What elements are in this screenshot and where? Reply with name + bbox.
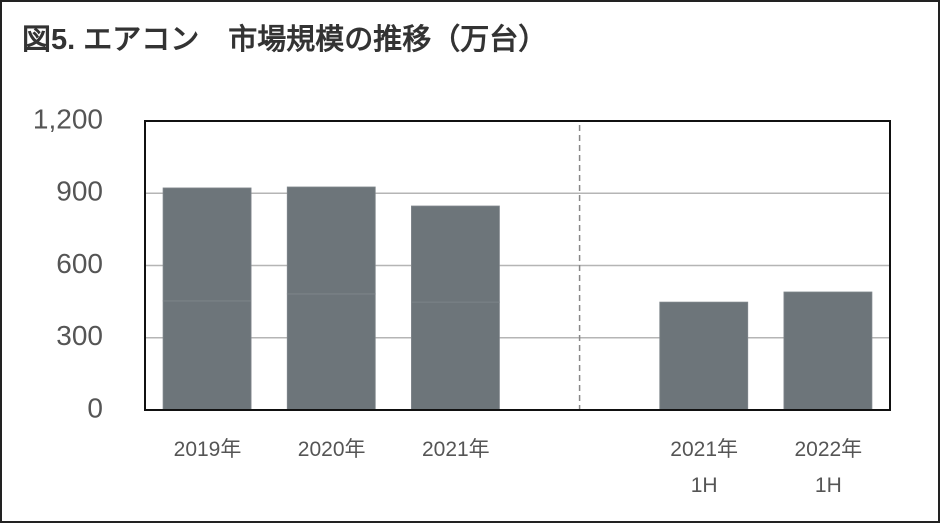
bar [286,293,376,411]
x-tick-label: 2022年 1H [794,438,863,497]
bar [411,205,500,303]
bar [286,186,376,295]
y-tick-label: 300 [56,320,103,351]
bar [411,301,500,411]
plot-border [144,120,891,411]
x-tick-label: 2021年 [421,438,490,461]
x-tick-label: 2019年 [173,438,242,461]
bar [162,300,252,411]
y-tick-label: 900 [56,176,103,207]
y-tick-label: 1,200 [33,103,103,134]
bar [783,291,873,411]
chart-title: 図5. エアコン 市場規模の推移（万台） [22,24,548,56]
bar [162,187,252,302]
y-tick-label: 600 [56,248,103,279]
bar [659,301,749,411]
x-tick-label: 2021年 1H [670,438,739,497]
y-tick-label: 0 [87,392,103,423]
x-tick-label: 2020年 [297,438,366,461]
